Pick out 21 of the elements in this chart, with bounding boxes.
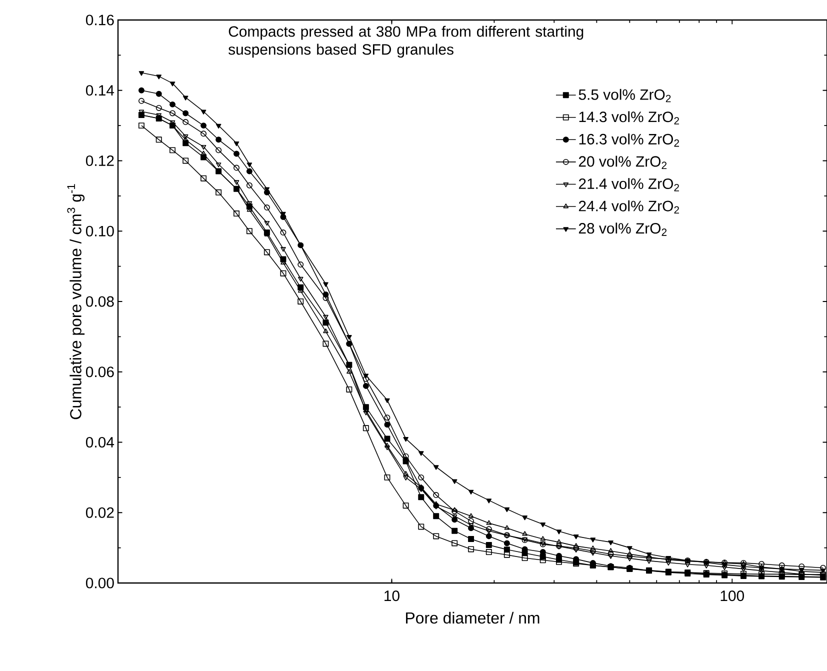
x-tick-label: 10: [384, 590, 400, 602]
y-tick-label: 0.10: [86, 226, 114, 236]
y-tick-label: 0.04: [86, 436, 114, 448]
legend-label: 16.3 vol% ZrO$_{2}$: [579, 134, 679, 147]
y-tick-label: 0.16: [86, 14, 114, 26]
y-tick-label: 0.08: [86, 296, 114, 307]
y-tick-label: 0.00: [86, 578, 114, 588]
legend-label: 20 vol% ZrO$_{2}$: [578, 156, 667, 169]
legend-label: 5.5 vol% ZrO$_{2}$: [578, 88, 671, 102]
y-tick-label: 0.02: [86, 507, 114, 518]
legend-label: 14.3 vol% ZrO$_{2}$: [579, 111, 679, 124]
legend-label: 24.4 vol% ZrO$_{2}$: [578, 200, 679, 214]
legend-title: Compacts pressed at 380 MPa from different starting suspensions based SFD granules: [228, 26, 584, 58]
y-axis-title: Cumulative pore volume / cm$^{3}$ g$^{-1}$: [67, 184, 85, 420]
y-tick-label: 0.14: [86, 85, 114, 96]
x-tick-label: 100: [720, 590, 744, 602]
y-tick-label: 0.12: [86, 155, 114, 166]
legend-label: 21.4 vol% ZrO$_{2}$: [578, 178, 679, 192]
x-axis-title: Pore diameter / nm: [406, 612, 540, 624]
legend-label: 28 vol% ZrO$_{2}$: [578, 222, 667, 236]
y-tick-label: 0.06: [86, 366, 114, 378]
